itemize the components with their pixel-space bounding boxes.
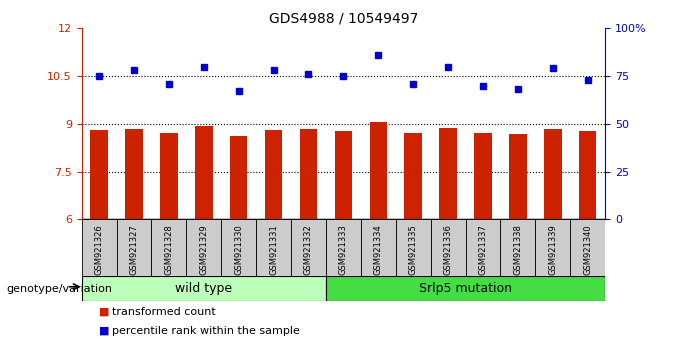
Text: GSM921340: GSM921340 <box>583 224 592 275</box>
Bar <box>125 129 143 219</box>
Bar <box>405 133 422 219</box>
Text: wild type: wild type <box>175 282 233 295</box>
Bar <box>335 131 352 219</box>
Bar <box>82 219 116 276</box>
Bar <box>152 219 186 276</box>
Title: GDS4988 / 10549497: GDS4988 / 10549497 <box>269 12 418 26</box>
Text: percentile rank within the sample: percentile rank within the sample <box>112 326 300 336</box>
Bar <box>396 219 430 276</box>
Text: GSM921339: GSM921339 <box>548 224 558 275</box>
Bar <box>160 133 177 219</box>
Text: GSM921326: GSM921326 <box>95 224 103 275</box>
Text: GSM921327: GSM921327 <box>129 224 139 275</box>
Bar <box>535 219 571 276</box>
Bar <box>186 219 221 276</box>
Bar <box>571 219 605 276</box>
Bar <box>116 219 152 276</box>
Text: GSM921335: GSM921335 <box>409 224 418 275</box>
Bar <box>300 129 317 219</box>
Bar <box>326 276 605 301</box>
Bar <box>439 128 457 219</box>
Text: GSM921330: GSM921330 <box>234 224 243 275</box>
Text: transformed count: transformed count <box>112 307 216 316</box>
Bar <box>466 219 500 276</box>
Bar <box>256 219 291 276</box>
Text: genotype/variation: genotype/variation <box>7 284 113 293</box>
Text: GSM921333: GSM921333 <box>339 224 348 275</box>
Bar <box>195 126 212 219</box>
Bar <box>230 136 248 219</box>
Bar <box>265 130 282 219</box>
Bar <box>326 219 361 276</box>
Bar <box>370 122 387 219</box>
Text: GSM921332: GSM921332 <box>304 224 313 275</box>
Text: GSM921337: GSM921337 <box>479 224 488 275</box>
Text: ■: ■ <box>99 307 109 316</box>
Bar <box>221 219 256 276</box>
Text: GSM921329: GSM921329 <box>199 224 208 275</box>
Text: GSM921328: GSM921328 <box>165 224 173 275</box>
Bar <box>361 219 396 276</box>
Bar <box>82 276 326 301</box>
Bar <box>475 133 492 219</box>
Text: GSM921334: GSM921334 <box>374 224 383 275</box>
Text: GSM921336: GSM921336 <box>443 224 453 275</box>
Bar <box>430 219 466 276</box>
Bar <box>500 219 535 276</box>
Text: GSM921331: GSM921331 <box>269 224 278 275</box>
Bar <box>90 130 107 219</box>
Text: ■: ■ <box>99 326 109 336</box>
Bar <box>544 129 562 219</box>
Text: GSM921338: GSM921338 <box>513 224 522 275</box>
Text: Srlp5 mutation: Srlp5 mutation <box>419 282 512 295</box>
Bar <box>509 134 526 219</box>
Bar <box>291 219 326 276</box>
Bar <box>579 131 596 219</box>
